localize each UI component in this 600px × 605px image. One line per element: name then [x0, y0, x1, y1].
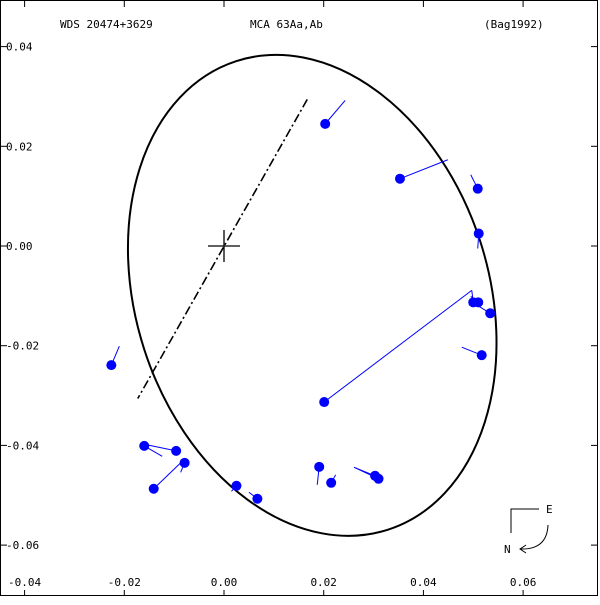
- observation-point: [231, 480, 242, 491]
- observation-point: [326, 477, 337, 488]
- observation-point: [370, 470, 381, 481]
- observation-point: [473, 297, 484, 308]
- residual-line: [153, 461, 182, 490]
- compass-rose: E N: [504, 503, 553, 556]
- observation-point: [485, 308, 496, 319]
- observation-point: [179, 457, 190, 468]
- observation-point: [319, 397, 330, 408]
- x-tick-label: -0.02: [108, 576, 141, 589]
- residual-line: [323, 289, 473, 403]
- y-tick-label: -0.02: [6, 340, 39, 353]
- header-wds-id: WDS 20474+3629: [60, 18, 153, 31]
- compass-axes: [510, 508, 539, 533]
- residual-line: [399, 159, 449, 180]
- y-tick-label: -0.06: [6, 539, 39, 552]
- primary-star-marker: [208, 230, 240, 262]
- header-reference: (Bag1992): [484, 18, 544, 31]
- observation-point: [314, 461, 325, 472]
- observation-points: [106, 118, 496, 504]
- x-tick-label: 0.06: [510, 576, 537, 589]
- x-tick-label: 0.00: [211, 576, 238, 589]
- observation-point: [139, 440, 150, 451]
- observation-point: [473, 228, 484, 239]
- axis-ticks: -0.04 -0.02 0.00 0.02 0.04 0.06 0.04 0.02 0.00 -0…: [1, 1, 597, 596]
- orbit-ellipse: [126, 53, 498, 537]
- observation-point: [320, 118, 331, 129]
- compass-arrow-head: [519, 544, 527, 554]
- observation-point: [252, 493, 263, 504]
- observation-point: [476, 350, 487, 361]
- compass-arrow-arc: [519, 524, 549, 550]
- x-tick-label: -0.04: [8, 576, 41, 589]
- observation-point: [106, 360, 117, 371]
- y-tick-label: 0.04: [6, 41, 33, 54]
- x-tick-label: 0.04: [410, 576, 437, 589]
- compass-east-label: E: [546, 503, 553, 516]
- y-tick-label: 0.02: [6, 140, 33, 153]
- y-tick-label: 0.00: [6, 240, 33, 253]
- observation-point: [472, 183, 483, 194]
- line-of-nodes: [137, 99, 308, 399]
- observation-point: [394, 173, 405, 184]
- residual-line: [324, 100, 346, 125]
- orbit-layer: [126, 53, 498, 537]
- y-tick-label: -0.04: [6, 439, 39, 452]
- observation-point: [148, 483, 159, 494]
- observation-point: [171, 445, 182, 456]
- x-tick-label: 0.02: [310, 576, 337, 589]
- compass-north-label: N: [504, 543, 511, 556]
- header-system-name: MCA 63Aa,Ab: [250, 18, 323, 31]
